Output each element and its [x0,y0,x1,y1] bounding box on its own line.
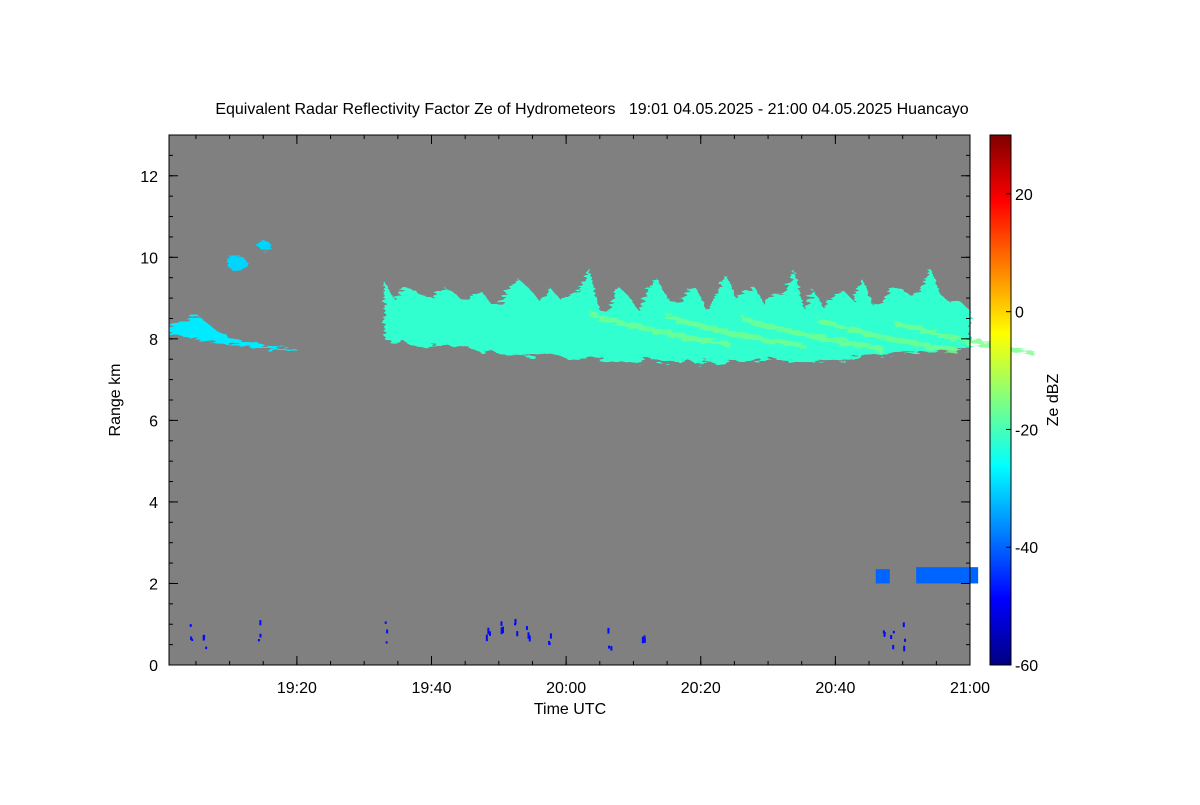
echo-speck [202,634,205,641]
echo-speck [259,633,262,638]
y-tick-label: 0 [149,658,158,675]
echo-speck [386,629,389,634]
fall-streak [588,311,730,347]
colorbar-tick-label: 20 [1015,187,1033,204]
echo-blob [257,240,270,250]
echo-speck [548,640,551,645]
echo-speck [257,639,260,642]
echo-speck [525,626,528,630]
echo-speck [384,621,387,624]
echo-near-ground-clutter [189,618,907,652]
echo-speck [501,626,504,634]
echo-blob [226,256,247,271]
echo-speck [528,635,531,642]
colorbar: -60 -40 -20 0 20 [989,134,1038,675]
echo-speck [607,627,610,634]
echo-speck [189,624,192,627]
y-tick-label: 12 [140,169,158,186]
echo-speck [643,637,646,643]
echo-speck [485,634,488,642]
echo-speck [892,630,895,634]
y-tick-label: 4 [149,495,158,512]
fall-streak [740,316,882,351]
echo-speck [500,627,503,635]
echo-cloud-patch-upper-left [226,240,270,271]
y-tick-label: 2 [149,576,158,593]
echo-speck [903,645,906,652]
x-axis-label: Time UTC [534,701,606,718]
echo-speck [385,641,388,644]
echo-speck [190,636,193,640]
fall-streak [664,314,806,349]
echo-speck [514,618,517,625]
echo-blob [875,569,890,584]
x-tick-label: 19:20 [277,680,317,697]
colorbar-tick-label: -20 [1015,422,1038,439]
y-tick-label: 8 [149,332,158,349]
colorbar-tick-label: 0 [1015,305,1024,322]
echo-speck [516,631,519,637]
colorbar-tick-label: -40 [1015,540,1038,557]
echo-speck [608,645,611,649]
echo-speck [259,620,262,626]
echo-speck [191,638,194,641]
echo-main-cirrus-layer [384,268,1035,365]
echo-low-echoes-right [875,567,979,584]
echo-speck [890,635,893,640]
fall-streak [817,318,959,353]
echo-speck [883,632,886,635]
echo-speck [487,627,490,635]
axes: 19:20 19:40 20:00 20:20 20:40 21:00 0 2 4 6 8 10 12 [140,134,990,697]
echo-speck [549,633,552,639]
x-tick-label: 20:40 [815,680,855,697]
echo-body [169,316,297,352]
echo-speck [904,638,907,642]
echo-speck [500,621,503,626]
x-tick-label: 21:00 [950,680,990,697]
x-tick-label: 20:20 [681,680,721,697]
colorbar-ramp [989,134,1012,666]
echo-speck [882,630,885,634]
plot-background [169,135,970,665]
echo-speck [610,646,613,651]
chart-title: Equivalent Radar Reflectivity Factor Ze … [215,101,968,118]
echo-speck [883,632,886,637]
echo-speck [902,622,905,628]
echo-speck [641,636,644,644]
x-tick-label: 20:00 [546,680,586,697]
x-tick-label: 19:40 [411,680,451,697]
y-tick-label: 10 [140,250,158,267]
y-tick-label: 6 [149,413,158,430]
echo-speck [514,622,517,626]
echo-speck [643,635,646,639]
echo-cirrus-left [169,316,297,352]
y-axis-label: Range km [107,364,124,437]
colorbar-label: Ze dBZ [1045,374,1062,427]
echo-blob [916,567,979,584]
echo-speck [527,632,530,639]
plot-area [168,134,1035,666]
echo-speck [488,631,491,636]
echo-lower-band [545,347,614,360]
echo-speck [205,646,208,650]
fall-streak [893,320,1035,356]
colorbar-tick-label: -60 [1015,658,1038,675]
echo-speck [892,644,895,650]
